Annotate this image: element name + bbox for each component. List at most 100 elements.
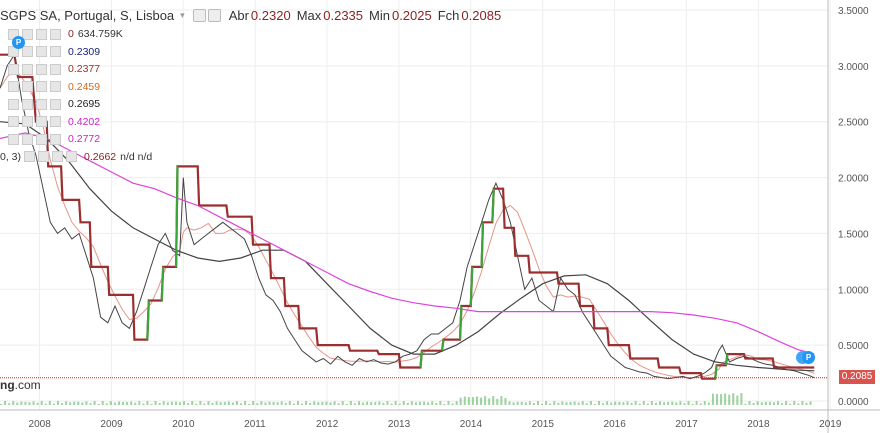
x-tick-label: 2014 [460,419,483,430]
legend-toggle-icon[interactable] [22,98,33,110]
volume-bar [634,401,637,405]
volume-bar [736,395,739,405]
legend-toggle-icon[interactable] [50,116,61,127]
high-label: Max [296,7,322,23]
volume-bar [317,402,320,405]
legend-row: 0.2772 [0,132,100,146]
volume-bar [532,402,535,405]
volume-bar [4,401,7,405]
legend-toggle-icon[interactable] [36,116,47,127]
legend-toggle-icon[interactable] [36,63,47,75]
end-marker-icon[interactable]: P [802,351,815,364]
legend-toggle-icon[interactable] [50,28,61,40]
volume-bar [65,401,68,405]
volume-bar [366,401,369,405]
start-marker-icon[interactable]: P [12,36,25,49]
volume-bar [223,401,226,405]
legend-toggle-icon[interactable] [22,116,33,127]
volume-bar [748,401,751,405]
legend-toggle-icon[interactable] [22,81,33,92]
volume-bar [724,393,727,405]
settings-icon[interactable] [192,8,206,22]
legend-toggle-icon[interactable] [24,151,36,162]
legend-toggle-icon[interactable] [50,133,61,145]
volume-bar [244,401,247,405]
volume-bar [455,401,458,405]
legend-toggle-icon[interactable] [36,133,47,145]
volume-bar [622,402,625,405]
volume-bar [36,402,39,405]
x-tick-label: 2018 [747,419,770,430]
volume-bar [764,401,767,405]
legend-toggle-icon[interactable] [8,98,19,110]
legend-toggle-icon[interactable] [22,46,33,57]
volume-bar [211,402,214,405]
legend-toggle-icon[interactable] [50,98,61,110]
legend-toggle-icon[interactable] [36,46,47,57]
volume-bar [630,402,633,405]
legend-toggle-icon[interactable] [8,116,19,127]
x-tick-label: 2016 [604,419,627,430]
legend-value: 0.2772 [68,133,101,145]
legend-toggle-icon[interactable] [22,28,33,40]
volume-bar [801,401,804,405]
open-label: Abr [228,7,249,23]
legend-toggle-icon[interactable] [8,63,19,75]
volume-bar [69,402,72,405]
symbol-title[interactable]: SGPS SA, Portugal, S, Lisboa [0,7,175,23]
volume-bar [683,403,686,405]
volume-bar [451,403,454,405]
legend-toggle-icon[interactable] [36,28,47,40]
volume-bar [553,401,556,405]
volume-bar [113,402,116,405]
volume-bar [585,403,588,405]
legend-toggle-icon[interactable] [66,151,78,162]
volume-bar [235,401,238,405]
volume-bar [52,403,55,405]
trail-up-segment [146,300,150,340]
legend-value: 0.2377 [68,63,101,75]
volume-bar [410,401,413,405]
x-axis: 2008 2009 2010 2011 2012 2013 2014 2015 2016 2017… [29,419,842,430]
volume-bar [744,403,747,405]
volume-bar [126,402,129,405]
legend-toggle-icon[interactable] [8,81,19,92]
volume-bar [520,401,523,405]
volume-bar [691,403,694,405]
volume-bar [536,401,539,405]
volume-bar [435,403,438,405]
legend-toggle-icon[interactable] [8,133,19,145]
legend-toggle-icon[interactable] [50,46,61,57]
trail-up-segment [724,353,729,366]
legend-toggle-icon[interactable] [50,63,61,75]
symbol-caret-icon[interactable]: ▾ [180,9,185,20]
volume-bar [654,402,657,405]
volume-bar [215,401,218,405]
legend-row: 0 634.759K [0,27,123,41]
legend-toggle-icon[interactable] [22,63,33,75]
volume-bar [28,402,31,405]
volume-bar [158,403,161,405]
volume-bar [394,401,397,405]
volume-bar [581,401,584,405]
legend-toggle-icon[interactable] [22,133,33,145]
volume-bar [777,401,780,405]
volume-bar [512,402,515,405]
legend-row: 0.4202 [0,115,100,129]
legend-toggle-icon[interactable] [50,81,61,92]
volume-bar [577,402,580,405]
volume-bar [756,401,759,405]
legend-toggle-icon[interactable] [52,151,64,162]
visibility-icon[interactable] [207,8,221,22]
legend-toggle-icon[interactable] [36,81,47,92]
legend-toggle-icon[interactable] [38,151,50,162]
y-tick-label: 1.0000 [838,285,869,296]
x-tick-label: 2009 [100,419,123,430]
legend-value: 0.4202 [68,115,101,128]
legend-toggle-icon[interactable] [36,98,47,110]
volume-bar [252,401,255,405]
volume-bar [337,403,340,405]
volume-bar [227,401,230,405]
volume-bar [561,401,564,405]
